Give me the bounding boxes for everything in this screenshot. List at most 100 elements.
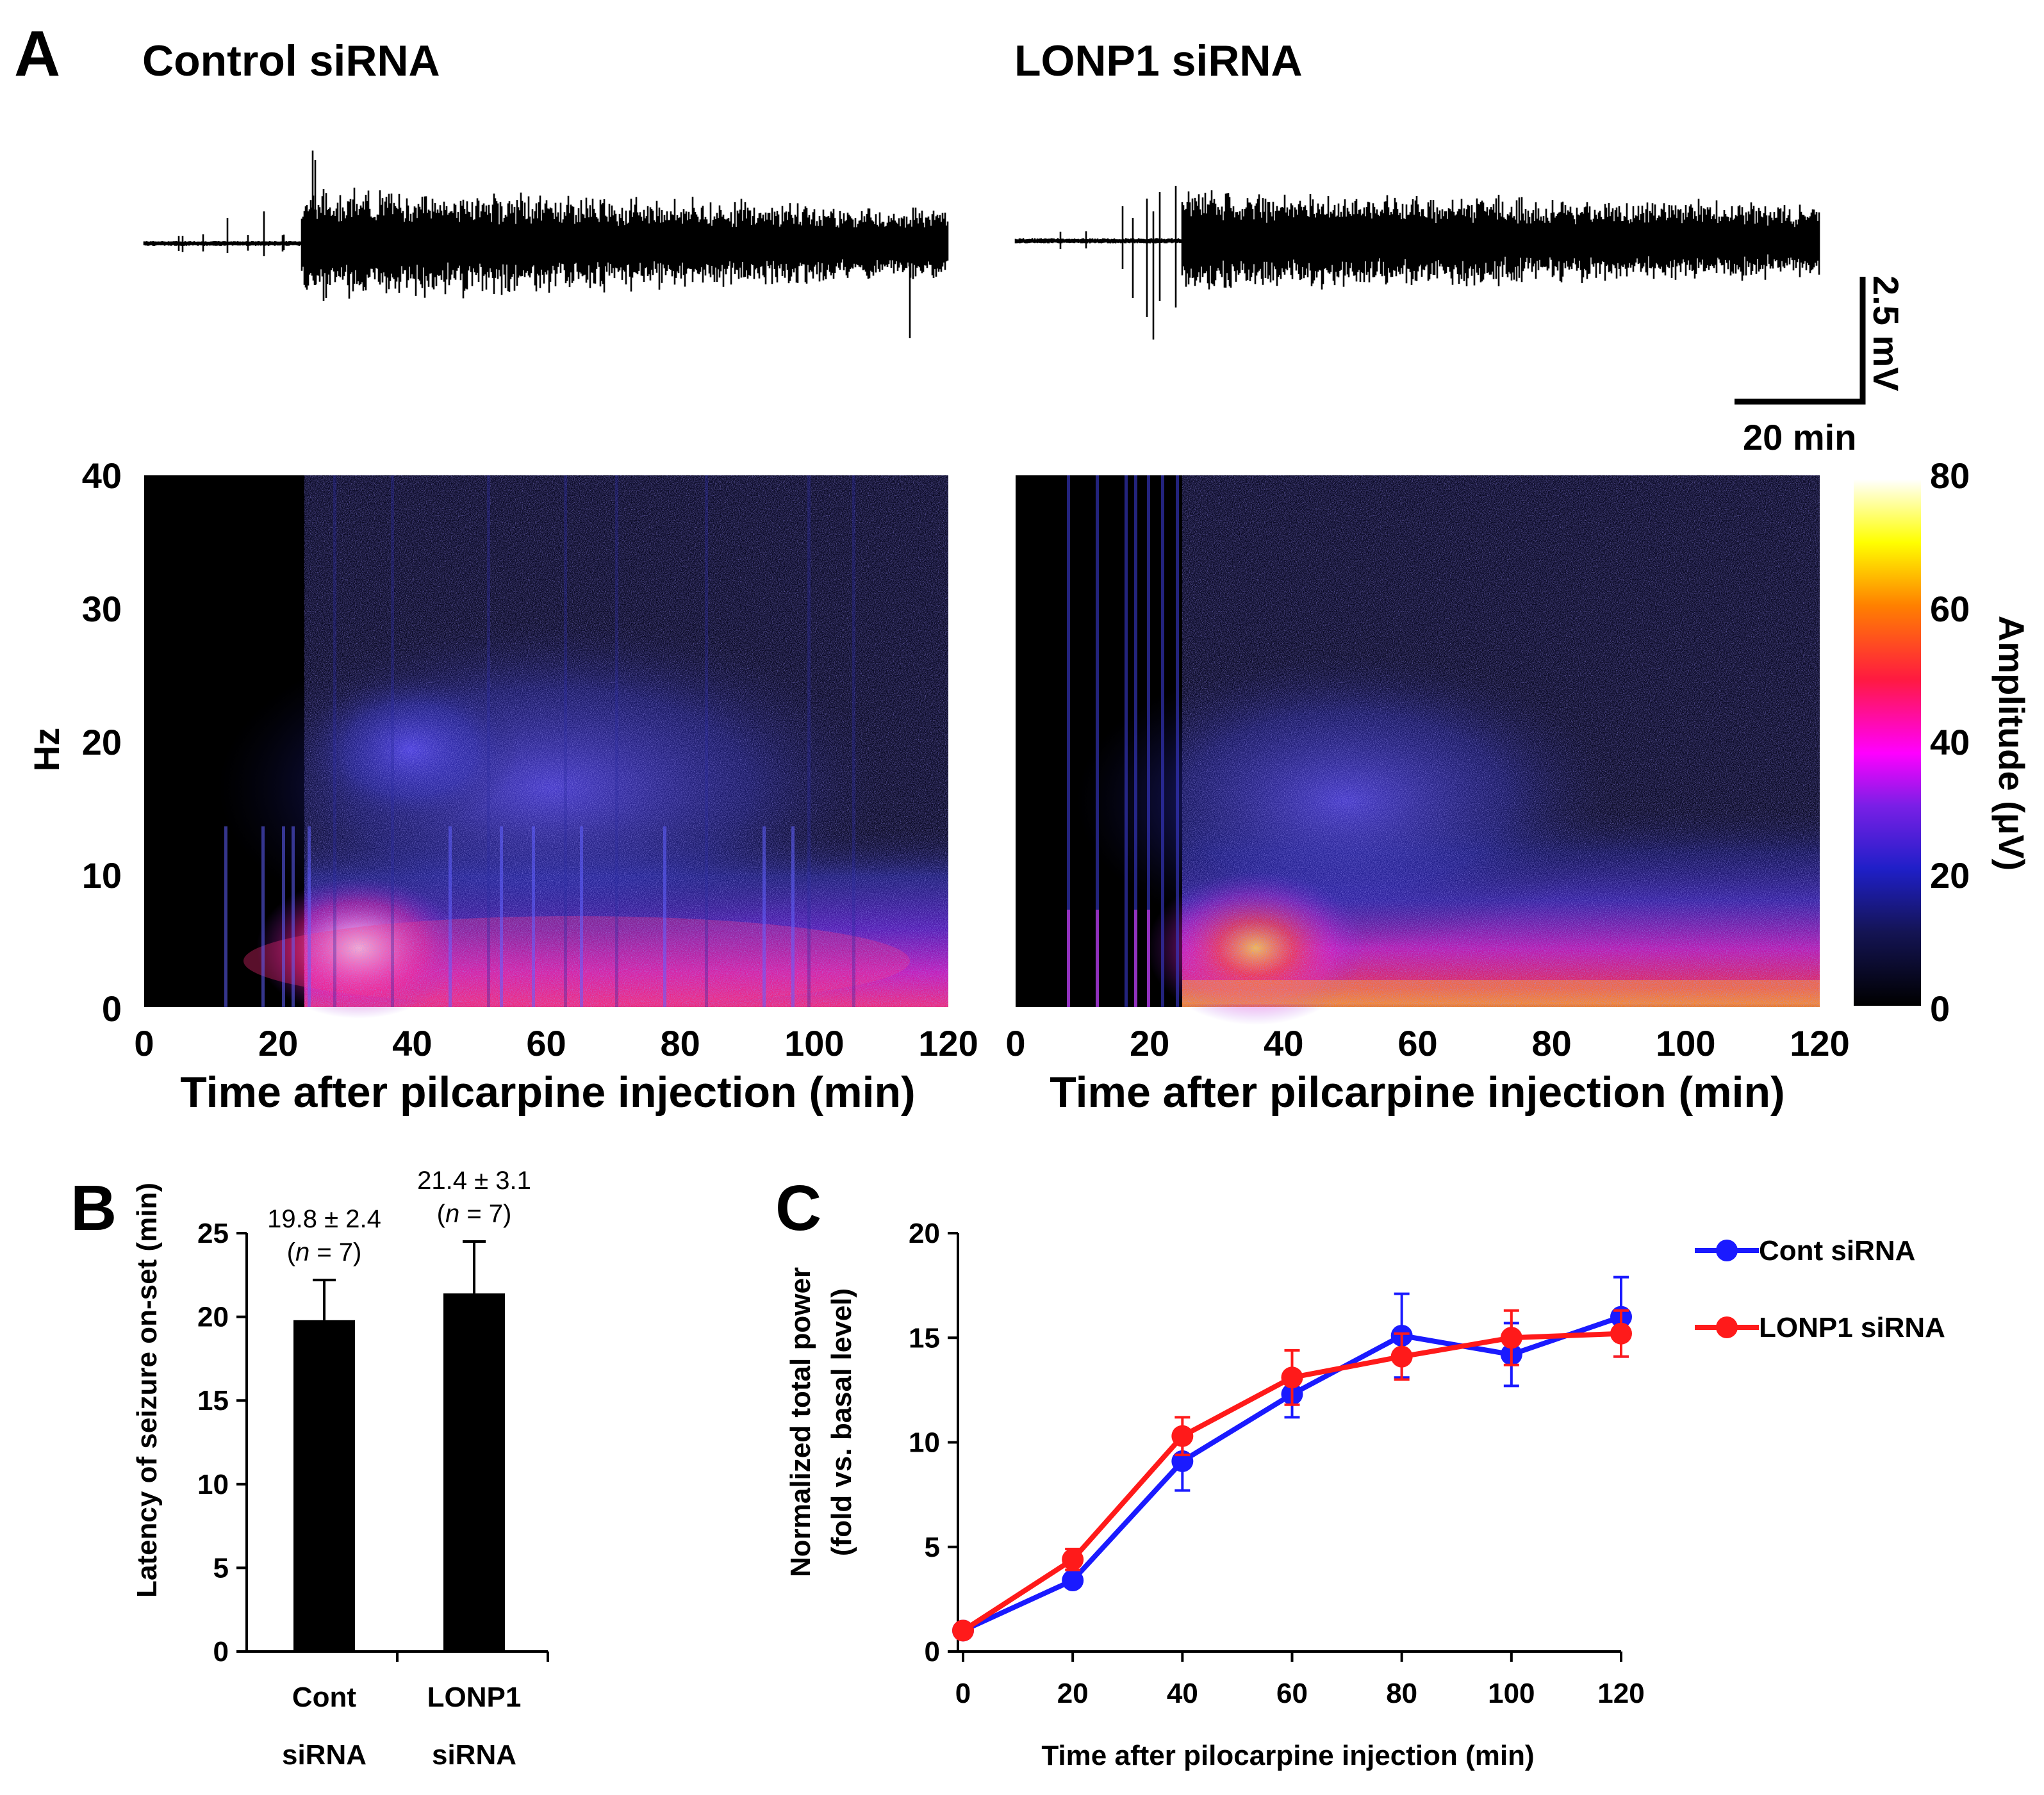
spectrogram-stripe: [449, 826, 452, 1007]
y-tick-30: 30: [82, 589, 122, 629]
line-x-tick-100: 100: [1488, 1678, 1535, 1709]
bar-y-tick-0: 0: [213, 1636, 229, 1668]
line-y-tick-20: 20: [909, 1218, 940, 1249]
y-axis-label-hz: Hz: [26, 728, 67, 771]
spectrogram-lonp1: [1016, 475, 1820, 1025]
spectrogram-stripe: [1125, 475, 1128, 1007]
line-x-tick-80: 80: [1386, 1678, 1417, 1709]
line-chart-ylabel-2: (fold vs. basal level): [826, 1288, 857, 1556]
spectrogram-stripe: [564, 475, 567, 1007]
lonp1-x-tick-20: 20: [1130, 1023, 1169, 1063]
lonp1-x-tick-0: 0: [1005, 1023, 1025, 1063]
control-x-tick-60: 60: [526, 1023, 566, 1063]
line-chart-xlabel: Time after pilocarpine injection (min): [1041, 1740, 1534, 1771]
spectrogram-stripe: [391, 475, 394, 1007]
colorbar-tick-80: 80: [1930, 455, 1970, 496]
line-x-tick-20: 20: [1057, 1678, 1089, 1709]
spectrogram-stripe: [1176, 475, 1179, 1007]
bar-chart-ylabel: Latency of seizure on-set (min): [131, 1183, 163, 1598]
x-axis-control: 0 20 40 60 80 100 120: [134, 1023, 978, 1063]
spectrogram-stripe: [532, 826, 535, 1007]
control-x-tick-0: 0: [134, 1023, 154, 1063]
x-axis-lonp1: 0 20 40 60 80 100 120: [1005, 1023, 1849, 1063]
spectrogram-stripe: [1147, 475, 1150, 1007]
spectrogram-stripe: [762, 826, 766, 1007]
scale-bar-voltage: 2.5 mV: [1866, 275, 1906, 391]
bar-lonp1: [443, 1293, 505, 1652]
control-x-tick-120: 120: [918, 1023, 978, 1063]
control-title: Control siRNA: [142, 37, 440, 85]
bar-category-label: Cont: [292, 1682, 357, 1713]
spectrogram-stripe: [580, 826, 583, 1007]
data-point-lonp1: [1500, 1327, 1522, 1349]
spectrogram-stripe: [333, 475, 336, 1007]
spectrogram-stripe: [308, 826, 311, 1007]
legend-marker-cont: [1716, 1240, 1738, 1261]
bar-y-tick-5: 5: [213, 1552, 229, 1584]
colorbar-tick-20: 20: [1930, 855, 1970, 896]
spectrogram-stripe: [224, 826, 227, 1007]
colorbar-label: Amplitude (μV): [1991, 616, 2032, 871]
y-tick-40: 40: [82, 455, 122, 496]
control-x-tick-40: 40: [392, 1023, 432, 1063]
panel-a-label: A: [14, 18, 60, 90]
spectrogram-stripe: [615, 475, 618, 1007]
line-x-tick-40: 40: [1167, 1678, 1198, 1709]
spectrogram-stripe: [705, 475, 708, 1007]
data-point-lonp1: [1281, 1366, 1303, 1389]
data-point-lonp1: [1390, 1345, 1413, 1368]
spectrogram-stripe: [1067, 475, 1070, 1007]
x-axis-label-control: Time after pilcarpine injection (min): [180, 1068, 915, 1117]
eeg-trace-control: [143, 151, 949, 338]
line-chart-ylabel-1: Normalized total power: [785, 1267, 816, 1577]
spectrogram-control: [144, 475, 948, 1019]
spectrogram-stripe: [261, 826, 265, 1007]
line-x-tick-60: 60: [1276, 1678, 1308, 1709]
panel-b-label: B: [70, 1172, 117, 1244]
data-point-lonp1: [1610, 1322, 1632, 1345]
bar-value-label: 19.8 ± 2.4: [267, 1205, 381, 1233]
trace-waveform: [1014, 186, 1820, 340]
bar-y-tick-25: 25: [197, 1218, 229, 1249]
lonp1-x-tick-60: 60: [1397, 1023, 1437, 1063]
eeg-trace-lonp1: [1014, 186, 1820, 340]
spectrogram-stripe: [1147, 910, 1150, 1007]
legend-label-lonp1: LONP1 siRNA: [1759, 1312, 1945, 1343]
lonp1-x-tick-100: 100: [1656, 1023, 1715, 1063]
spectrogram-stripe: [807, 475, 811, 1007]
spectrogram-stripe: [1134, 475, 1137, 1007]
panel-c-label: C: [775, 1172, 821, 1244]
bar-category-label: LONP1: [427, 1682, 522, 1713]
spectrogram-y-axis: 40 30 20 10 0 Hz: [26, 455, 122, 1029]
bar-cont: [293, 1320, 355, 1652]
line-y-tick-0: 0: [925, 1636, 940, 1668]
control-x-tick-20: 20: [258, 1023, 298, 1063]
line-x-tick-0: 0: [955, 1678, 971, 1709]
colorbar-tick-60: 60: [1930, 589, 1970, 629]
bar-n-label: (n = 7): [287, 1238, 362, 1266]
lonp1-x-tick-120: 120: [1790, 1023, 1849, 1063]
bar-category-label: siRNA: [282, 1739, 367, 1771]
x-axis-label-lonp1: Time after pilcarpine injection (min): [1050, 1068, 1784, 1117]
spectrogram-stripe: [663, 826, 666, 1007]
legend-marker-lonp1: [1716, 1316, 1738, 1338]
data-point-lonp1: [1171, 1425, 1194, 1447]
lonp1-x-tick-80: 80: [1532, 1023, 1572, 1063]
bar-category-label: siRNA: [432, 1739, 516, 1771]
spectrogram-stripe: [791, 826, 795, 1007]
y-tick-0: 0: [102, 988, 122, 1029]
line-y-tick-15: 15: [909, 1322, 940, 1354]
y-tick-20: 20: [82, 722, 122, 762]
line-x-tick-120: 120: [1597, 1678, 1644, 1709]
bar-n-label: (n = 7): [437, 1200, 512, 1228]
bar-value-label: 21.4 ± 3.1: [417, 1167, 531, 1195]
bar-y-tick-15: 15: [197, 1385, 229, 1416]
y-tick-10: 10: [82, 855, 122, 896]
spectrogram-stripe: [1096, 910, 1099, 1007]
data-point-cont: [1062, 1569, 1084, 1591]
spectrogram-stripe: [852, 475, 855, 1007]
bar-y-tick-10: 10: [197, 1469, 229, 1500]
spectrogram-stripe: [1067, 910, 1070, 1007]
spectrogram-stripe: [1161, 475, 1164, 1007]
